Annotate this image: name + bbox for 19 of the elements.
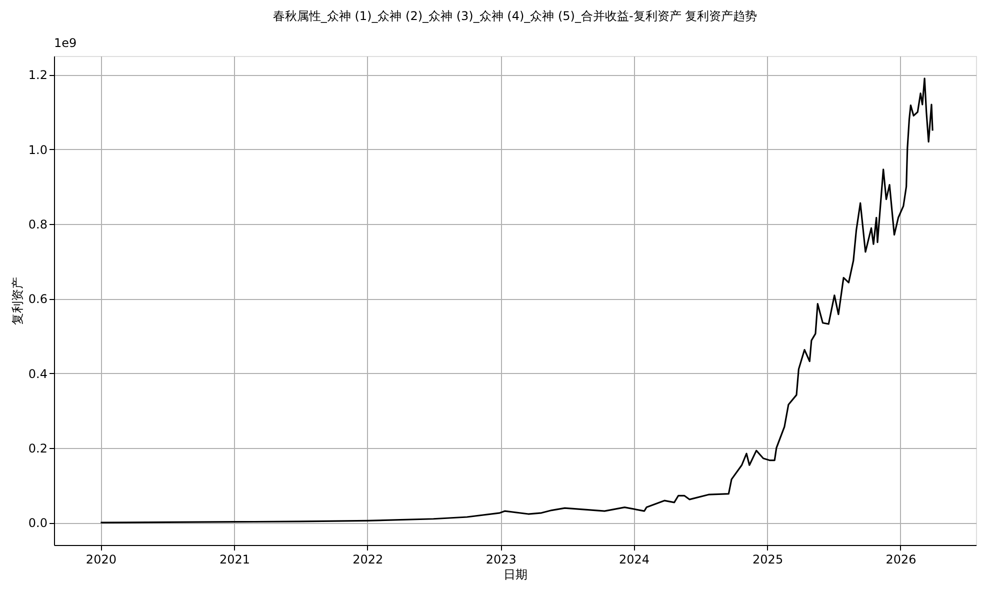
x-tick-label: 2022 xyxy=(352,552,384,566)
x-tick-label: 2024 xyxy=(618,552,650,566)
y-tick-label: 1.2 xyxy=(28,68,48,82)
chart-title: 春秋属性_众神 (1)_众神 (2)_众神 (3)_众神 (4)_众神 (5)_合并收益-复利资产 复利资产趋势 xyxy=(272,9,758,23)
x-axis-title: 日期 xyxy=(504,568,528,582)
y-tick-label: 1.0 xyxy=(28,142,48,157)
line-series xyxy=(100,78,934,524)
x-tick-label: 2020 xyxy=(86,552,116,566)
x-tick-label: 2023 xyxy=(486,552,516,566)
y-tick-label: 0.0 xyxy=(28,516,48,530)
y-tick-label: 0.6 xyxy=(28,292,48,306)
text: 1e9 xyxy=(54,36,77,50)
x-tick-label: 2021 xyxy=(219,552,250,566)
x-tick-label: 2025 xyxy=(752,552,784,566)
y-tick-label: 0.8 xyxy=(28,217,48,232)
x-tick-label: 2026 xyxy=(886,552,916,566)
y-axis-title: 复利资产 xyxy=(10,277,24,325)
y-tick-label: 0.2 xyxy=(28,441,48,456)
y-tick-label: 0.4 xyxy=(28,366,48,381)
